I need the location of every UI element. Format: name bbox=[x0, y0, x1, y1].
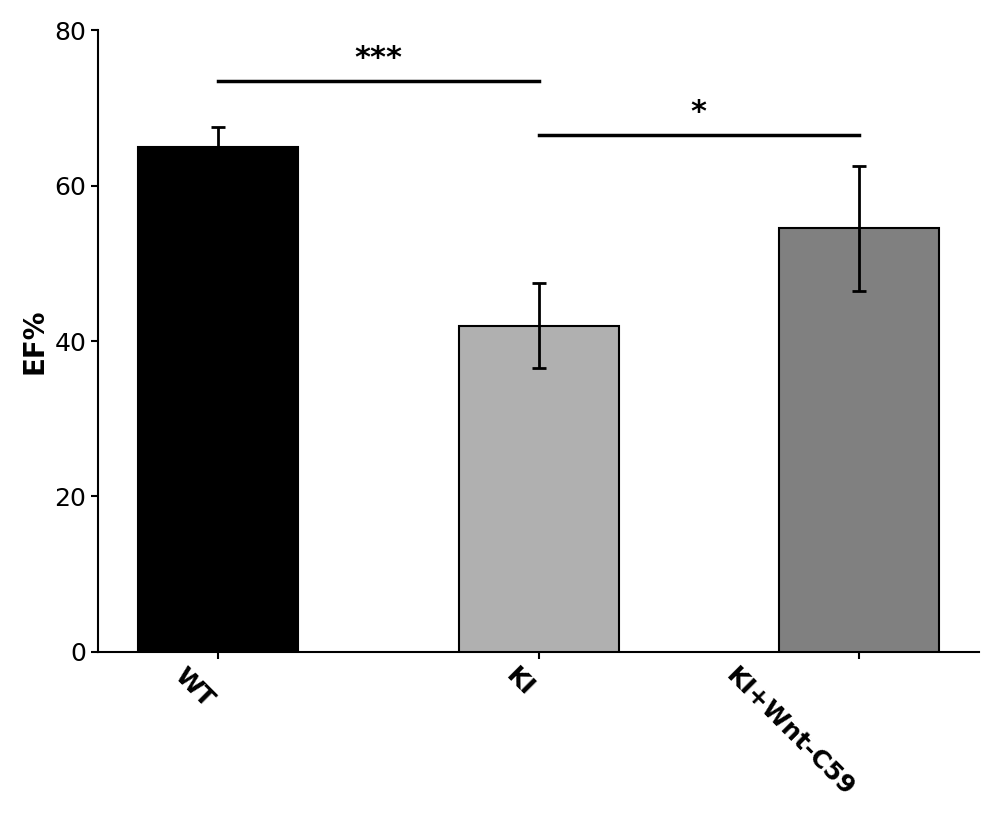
Text: ***: *** bbox=[354, 44, 402, 73]
Text: *: * bbox=[691, 99, 707, 127]
Bar bbox=[138, 147, 298, 652]
Bar bbox=[779, 229, 939, 652]
Y-axis label: EF%: EF% bbox=[21, 308, 49, 374]
Bar bbox=[459, 326, 619, 652]
